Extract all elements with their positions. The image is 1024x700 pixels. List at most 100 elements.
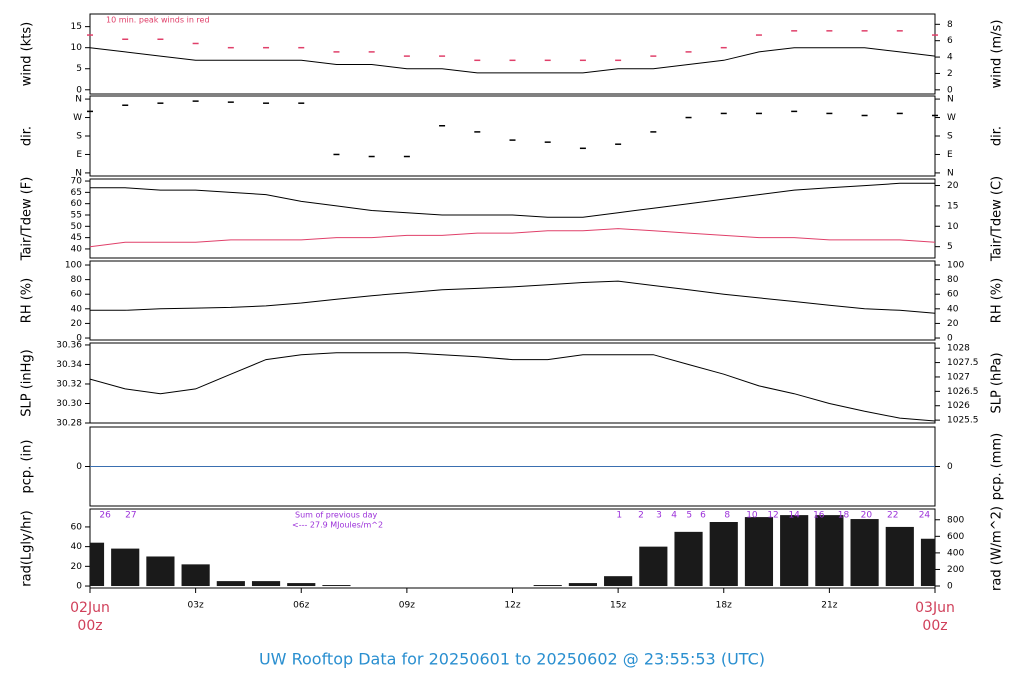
y-tick-label: 20 bbox=[71, 562, 83, 572]
bar bbox=[111, 548, 140, 587]
y-tick-label: 65 bbox=[71, 188, 82, 198]
x-tick-label: 12z bbox=[504, 601, 520, 611]
y-tick-label: 45 bbox=[71, 233, 82, 243]
y-tick-label: 10 bbox=[71, 43, 83, 53]
hour-mark: 6 bbox=[700, 511, 706, 521]
y2-tick-label: 800 bbox=[947, 515, 964, 525]
y-tick-label: 0 bbox=[76, 582, 82, 592]
y-tick-label: 60 bbox=[71, 199, 83, 209]
y2-tick-label: 100 bbox=[947, 261, 964, 271]
hour-mark: 2 bbox=[638, 511, 644, 521]
y-tick-label: 55 bbox=[71, 210, 82, 220]
y2-axis-label: SLP (hPa) bbox=[990, 352, 1005, 413]
y2-tick-label: 10 bbox=[947, 222, 959, 232]
y2-tick-label: 1027 bbox=[947, 372, 970, 382]
series-line bbox=[90, 182, 935, 218]
hour-mark: 18 bbox=[838, 511, 850, 521]
y-axis-label: rad(Lgly/hr) bbox=[20, 510, 35, 586]
y2-tick-label: 80 bbox=[947, 275, 959, 285]
bar bbox=[322, 585, 351, 587]
y-tick-label: S bbox=[76, 132, 82, 142]
annotation: <--- 27.9 MJoules/m^2 bbox=[292, 521, 383, 530]
y-tick-label: W bbox=[73, 113, 82, 123]
y2-tick-label: 20 bbox=[947, 319, 959, 329]
y2-tick-label: N bbox=[947, 95, 954, 105]
bar bbox=[920, 538, 935, 587]
y-tick-label: 70 bbox=[71, 177, 83, 187]
y2-tick-label: 15 bbox=[947, 201, 958, 211]
panel-frame bbox=[89, 95, 936, 177]
hour-mark: 16 bbox=[813, 511, 825, 521]
x-tick-label: 18z bbox=[716, 601, 732, 611]
y-tick-label: 80 bbox=[71, 275, 83, 285]
y2-tick-label: 600 bbox=[947, 532, 964, 542]
bar bbox=[744, 517, 774, 587]
hour-mark: 8 bbox=[724, 511, 730, 521]
y2-axis-label: dir. bbox=[990, 126, 1005, 146]
panel-frame bbox=[89, 13, 936, 95]
y-tick-label: N bbox=[75, 168, 82, 178]
y2-tick-label: 8 bbox=[947, 20, 953, 30]
series-line bbox=[89, 47, 936, 74]
y2-tick-label: 1026 bbox=[947, 401, 970, 411]
y2-tick-label: W bbox=[947, 113, 956, 123]
y-tick-label: 40 bbox=[71, 244, 83, 254]
hour-mark: 10 bbox=[746, 511, 758, 521]
y2-axis-label: Tair/Tdew (C) bbox=[990, 176, 1005, 262]
bar bbox=[885, 526, 914, 587]
series-line bbox=[90, 280, 936, 314]
y-tick-label: 15 bbox=[71, 22, 82, 32]
x-edge-label: 02Jun bbox=[70, 600, 110, 616]
x-tick-label: 21z bbox=[821, 601, 837, 611]
y-tick-label: 0 bbox=[76, 85, 82, 95]
y2-tick-label: 0 bbox=[947, 582, 953, 592]
y2-axis-label: pcp. (mm) bbox=[990, 433, 1005, 500]
hour-mark: 1 bbox=[616, 511, 622, 521]
hour-mark: 5 bbox=[686, 511, 692, 521]
bar bbox=[90, 542, 105, 587]
y2-axis-label: rad (W/m^2) bbox=[990, 506, 1005, 591]
y-tick-label: 0 bbox=[76, 334, 82, 344]
hour-mark: 14 bbox=[788, 511, 800, 521]
y2-tick-label: 1025.5 bbox=[947, 416, 979, 426]
y2-axis-label: RH (%) bbox=[990, 278, 1005, 323]
bar bbox=[709, 522, 738, 587]
x-edge-label: 00z bbox=[922, 618, 947, 634]
y-axis-label: dir. bbox=[20, 126, 35, 146]
y-tick-label: 5 bbox=[76, 64, 82, 74]
y-axis-label: pcp. (in) bbox=[20, 440, 35, 494]
x-tick-label: 15z bbox=[610, 601, 626, 611]
y2-tick-label: 20 bbox=[947, 181, 959, 191]
annotation: 10 min. peak winds in red bbox=[106, 16, 210, 25]
bar bbox=[674, 531, 703, 587]
hour-mark: 22 bbox=[887, 511, 898, 521]
hour-mark: 12 bbox=[767, 511, 778, 521]
y-tick-label: 30.34 bbox=[56, 360, 82, 370]
hour-mark: 24 bbox=[919, 511, 931, 521]
y-axis-label: RH (%) bbox=[20, 278, 35, 323]
y-tick-label: 30.32 bbox=[56, 379, 82, 389]
bar bbox=[850, 519, 879, 587]
y-tick-label: N bbox=[75, 95, 82, 105]
x-tick-label: 09z bbox=[399, 601, 415, 611]
y2-tick-label: 40 bbox=[947, 304, 959, 314]
hour-mark: 3 bbox=[656, 511, 662, 521]
bar bbox=[216, 581, 245, 587]
y2-tick-label: 0 bbox=[947, 85, 953, 95]
y2-tick-label: 5 bbox=[947, 242, 953, 252]
series-line bbox=[89, 228, 936, 248]
y-tick-label: 60 bbox=[71, 290, 83, 300]
x-tick-label: 03z bbox=[188, 601, 204, 611]
y-tick-label: 40 bbox=[71, 542, 83, 552]
bar bbox=[287, 583, 316, 587]
y-axis-label: wind (kts) bbox=[20, 22, 35, 86]
y-tick-label: 30.30 bbox=[56, 399, 82, 409]
bar bbox=[815, 515, 844, 587]
y-tick-label: 40 bbox=[71, 304, 83, 314]
x-edge-label: 03Jun bbox=[915, 600, 955, 616]
y2-tick-label: 200 bbox=[947, 565, 964, 575]
y2-tick-label: S bbox=[947, 132, 953, 142]
y2-tick-label: 400 bbox=[947, 548, 964, 558]
panel-frame bbox=[89, 342, 936, 424]
